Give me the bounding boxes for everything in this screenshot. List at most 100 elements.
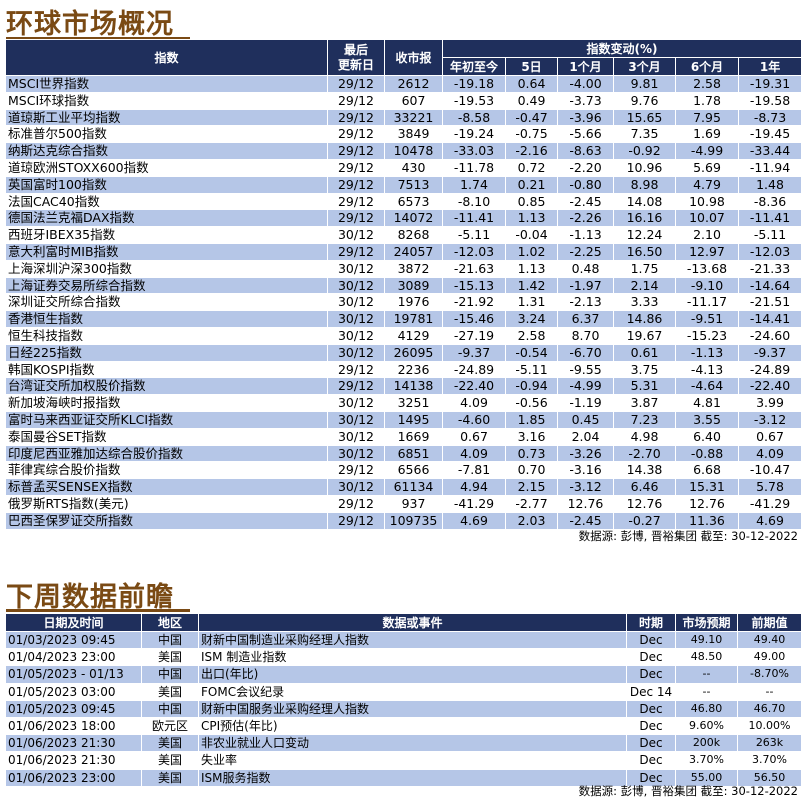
index-name-cell: 菲律宾综合股价指数 <box>5 461 328 480</box>
index-name-cell: 香港恒生指数 <box>5 310 328 328</box>
ytd-cell: -12.03 <box>442 242 506 261</box>
ytd-cell: -41.29 <box>442 494 506 513</box>
5d-cell: 0.70 <box>505 461 558 480</box>
header-5d: 5日 <box>505 57 558 76</box>
ytd-cell: -15.13 <box>442 276 506 295</box>
close-cell: 26095 <box>384 343 443 362</box>
5d-cell: 2.03 <box>505 511 558 530</box>
event-cell: ISM服务指数 <box>198 768 627 787</box>
date-cell: 29/12 <box>327 75 385 93</box>
datetime-cell: 01/05/2023 09:45 <box>5 699 142 719</box>
index-name-cell: 意大利富时MIB指数 <box>5 242 328 261</box>
1y-cell: -22.40 <box>737 377 803 396</box>
table-row: 01/06/2023 21:30 美国 失业率 Dec 3.70% 3.70% <box>5 751 802 770</box>
3m-cell: 1.75 <box>613 259 676 278</box>
3m-cell: 14.08 <box>613 192 676 211</box>
3m-cell: -0.27 <box>613 511 676 530</box>
close-cell: 8268 <box>384 226 443 244</box>
event-cell: ISM 制造业指数 <box>198 648 627 667</box>
datetime-cell: 01/05/2023 03:00 <box>5 682 142 701</box>
date-cell: 30/12 <box>327 478 385 496</box>
period-cell: Dec <box>626 751 676 770</box>
1y-cell: -33.44 <box>737 142 803 160</box>
1y-cell: -19.58 <box>737 91 803 110</box>
close-cell: 1669 <box>384 427 443 446</box>
ytd-cell: -22.40 <box>442 377 506 396</box>
previous-cell: -- <box>737 682 802 701</box>
3m-cell: 7.23 <box>613 410 676 429</box>
5d-cell: 1.31 <box>505 293 558 312</box>
period-cell: Dec <box>626 699 676 719</box>
1m-cell: -1.97 <box>557 276 614 295</box>
5d-cell: -0.54 <box>505 343 558 362</box>
1y-cell: -21.51 <box>737 293 803 312</box>
expected-cell: 3.70% <box>675 751 738 770</box>
1y-cell: -8.36 <box>737 192 803 211</box>
3m-cell: 14.38 <box>613 461 676 480</box>
previous-cell: 46.70 <box>737 699 802 719</box>
5d-cell: -0.04 <box>505 226 558 244</box>
1y-cell: -11.94 <box>737 158 803 177</box>
period-cell: Dec <box>626 665 676 684</box>
3m-cell: 3.87 <box>613 394 676 412</box>
expected-cell: 55.00 <box>675 768 738 787</box>
table-row: 韩国KOSPI指数 29/12 2236 -24.89 -5.11 -9.55 3.75 -4… <box>5 360 803 379</box>
previous-cell: 263k <box>737 734 802 753</box>
index-name-cell: 台湾证交所加权股价指数 <box>5 377 328 396</box>
index-name-cell: 新加坡海峡时报指数 <box>5 394 328 412</box>
3m-cell: 16.16 <box>613 209 676 228</box>
index-name-cell: 上海深圳沪深300指数 <box>5 259 328 278</box>
table-row: MSCI世界指数 29/12 2612 -19.18 0.64 -4.00 9.81 2.58… <box>5 75 803 93</box>
header-region: 地区 <box>141 613 199 632</box>
index-name-cell: 深圳证交所综合指数 <box>5 293 328 312</box>
1y-cell: -19.45 <box>737 125 803 144</box>
table-row: 01/04/2023 23:00 美国 ISM 制造业指数 Dec 48.50 49.00 <box>5 648 802 667</box>
region-cell: 美国 <box>141 768 199 787</box>
6m-cell: 12.97 <box>675 242 739 261</box>
calendar-title: 下周数据前瞻 <box>6 582 174 613</box>
3m-cell: 7.35 <box>613 125 676 144</box>
date-cell: 29/12 <box>327 125 385 144</box>
table-row: 泰国曼谷SET指数 30/12 1669 0.67 3.16 2.04 4.98 6.40 0.… <box>5 427 803 446</box>
header-index: 指数 <box>5 39 328 76</box>
1m-cell: -1.13 <box>557 226 614 244</box>
close-cell: 14072 <box>384 209 443 228</box>
title-underline <box>6 37 190 40</box>
table-row: 台湾证交所加权股价指数 29/12 14138 -22.40 -0.94 -4.99 5.3… <box>5 377 803 396</box>
datetime-cell: 01/06/2023 21:30 <box>5 734 142 753</box>
1m-cell: 8.70 <box>557 326 614 345</box>
event-cell: 财新中国服务业采购经理人指数 <box>198 699 627 719</box>
date-cell: 29/12 <box>327 192 385 211</box>
close-cell: 10478 <box>384 142 443 160</box>
1m-cell: -3.73 <box>557 91 614 110</box>
ytd-cell: -24.89 <box>442 360 506 379</box>
index-name-cell: 韩国KOSPI指数 <box>5 360 328 379</box>
6m-cell: 4.81 <box>675 394 739 412</box>
header-change-group: 指数变动(%) <box>441 39 803 58</box>
table-row: 富时马来西亚证交所KLCI指数 30/12 1495 -4.60 1.85 0.45 7.2… <box>5 410 803 429</box>
date-cell: 30/12 <box>327 259 385 278</box>
1m-cell: -3.12 <box>557 478 614 496</box>
6m-cell: -4.99 <box>675 142 739 160</box>
6m-cell: 7.95 <box>675 108 739 127</box>
6m-cell: -13.68 <box>675 259 739 278</box>
date-cell: 30/12 <box>327 276 385 295</box>
header-previous: 前期值 <box>737 613 802 632</box>
close-cell: 430 <box>384 158 443 177</box>
region-cell: 美国 <box>141 682 199 701</box>
datetime-cell: 01/03/2023 09:45 <box>5 630 142 650</box>
date-cell: 29/12 <box>327 142 385 160</box>
ytd-cell: 4.69 <box>442 511 506 530</box>
1y-cell: -21.33 <box>737 259 803 278</box>
table-row: 菲律宾综合股价指数 29/12 6566 -7.81 0.70 -3.16 14.38 6.6… <box>5 461 803 480</box>
5d-cell: -2.16 <box>505 142 558 160</box>
6m-cell: 2.10 <box>675 226 739 244</box>
index-name-cell: 德国法兰克福DAX指数 <box>5 209 328 228</box>
ytd-cell: -7.81 <box>442 461 506 480</box>
ytd-cell: -11.41 <box>442 209 506 228</box>
1y-cell: 4.09 <box>737 444 803 463</box>
close-cell: 4129 <box>384 326 443 345</box>
ytd-cell: 1.74 <box>442 175 506 194</box>
event-cell: 失业率 <box>198 751 627 770</box>
ytd-cell: -5.11 <box>442 226 506 244</box>
